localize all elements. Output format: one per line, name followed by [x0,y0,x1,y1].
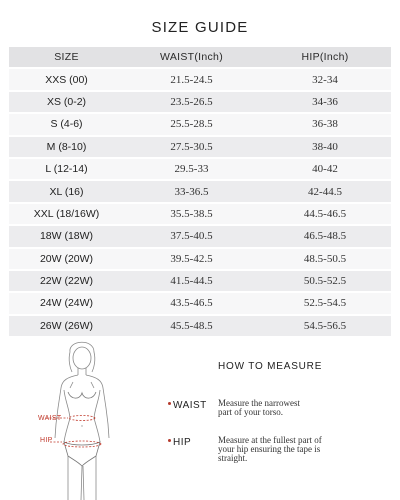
hip-cell: 32-34 [259,69,391,90]
table-row: XXS (00) 21.5-24.5 32-34 [9,69,391,90]
waist-bullet-icon [168,402,171,405]
how-to-measure-title: HOW TO MEASURE [218,361,323,372]
hip-cell: 46.5-48.5 [259,226,391,247]
table-row: L (12-14) 29.5-33 40-42 [9,158,391,180]
waist-cell: 37.5-40.5 [124,226,259,247]
waist-desc-line: Measure the narrowest [218,398,300,408]
waist-cell: 43.5-46.5 [124,293,259,314]
waist-cell: 27.5-30.5 [124,136,259,157]
hip-cell: 36-38 [259,114,391,135]
page-title: SIZE GUIDE [151,19,249,36]
figure-waist-label: WAIST [38,415,62,422]
size-cell: 26W (26W) [9,315,124,337]
waist-measure-heading: WAIST [168,400,207,411]
waist-cell: 39.5-42.5 [124,248,259,269]
size-cell: 20W (20W) [9,248,124,269]
header-hip: HIP(Inch) [259,47,391,68]
hip-cell: 52.5-54.5 [259,293,391,314]
table-row: XXL (18/16W) 35.5-38.5 44.5-46.5 [9,203,391,225]
size-cell: XL (16) [9,181,124,202]
table-header-row: SIZE WAIST(Inch) HIP(Inch) [9,47,391,68]
hip-cell: 50.5-52.5 [259,270,391,292]
size-cell: 18W (18W) [9,226,124,247]
body-measurement-figure [46,341,110,500]
size-table: SIZE WAIST(Inch) HIP(Inch) XXS (00) 21.5-… [9,45,391,338]
hip-cell: 40-42 [259,158,391,180]
waist-measure-description: Measure the narrowest part of your torso… [218,399,368,417]
waist-cell: 25.5-28.5 [124,114,259,135]
table-row: XS (0-2) 23.5-26.5 34-36 [9,91,391,113]
waist-measure-line [46,415,96,421]
table-row: 18W (18W) 37.5-40.5 46.5-48.5 [9,226,391,247]
waist-measure-label: WAIST [173,400,207,411]
table-row: 24W (24W) 43.5-46.5 52.5-54.5 [9,293,391,314]
hip-measure-description: Measure at the fullest part of your hip … [218,436,368,463]
table-row: XL (16) 33-36.5 42-44.5 [9,181,391,202]
size-cell: 22W (22W) [9,270,124,292]
header-waist: WAIST(Inch) [124,47,259,68]
waist-cell: 35.5-38.5 [124,203,259,225]
hip-cell: 34-36 [259,91,391,113]
waist-cell: 29.5-33 [124,158,259,180]
hip-desc-line: your hip ensuring the tape is [218,444,321,454]
size-cell: XS (0-2) [9,91,124,113]
figure-hip-label: HIP [40,437,53,444]
hip-cell: 54.5-56.5 [259,315,391,337]
table-body: XXS (00) 21.5-24.5 32-34 XS (0-2) 23.5-26.5 3… [9,69,391,337]
hip-desc-line: straight. [218,453,248,463]
table-row: M (8-10) 27.5-30.5 38-40 [9,136,391,157]
size-cell: L (12-14) [9,158,124,180]
waist-cell: 33-36.5 [124,181,259,202]
hip-cell: 44.5-46.5 [259,203,391,225]
hip-measure-label: HIP [173,437,192,448]
waist-cell: 45.5-48.5 [124,315,259,337]
hip-measure-line [50,440,102,448]
waist-cell: 23.5-26.5 [124,91,259,113]
table-row: 20W (20W) 39.5-42.5 48.5-50.5 [9,248,391,269]
waist-desc-line: part of your torso. [218,407,283,417]
hip-desc-line: Measure at the fullest part of [218,435,322,445]
size-cell: M (8-10) [9,136,124,157]
size-cell: S (4-6) [9,114,124,135]
table-row: 26W (26W) 45.5-48.5 54.5-56.5 [9,315,391,337]
hip-measure-heading: HIP [168,437,191,448]
table-row: 22W (22W) 41.5-44.5 50.5-52.5 [9,270,391,292]
table-row: S (4-6) 25.5-28.5 36-38 [9,114,391,135]
hip-cell: 42-44.5 [259,181,391,202]
header-size: SIZE [9,47,124,68]
waist-cell: 41.5-44.5 [124,270,259,292]
size-cell: 24W (24W) [9,293,124,314]
hip-bullet-icon [168,439,171,442]
waist-cell: 21.5-24.5 [124,69,259,90]
hip-cell: 48.5-50.5 [259,248,391,269]
size-cell: XXS (00) [9,69,124,90]
size-cell: XXL (18/16W) [9,203,124,225]
hip-cell: 38-40 [259,136,391,157]
